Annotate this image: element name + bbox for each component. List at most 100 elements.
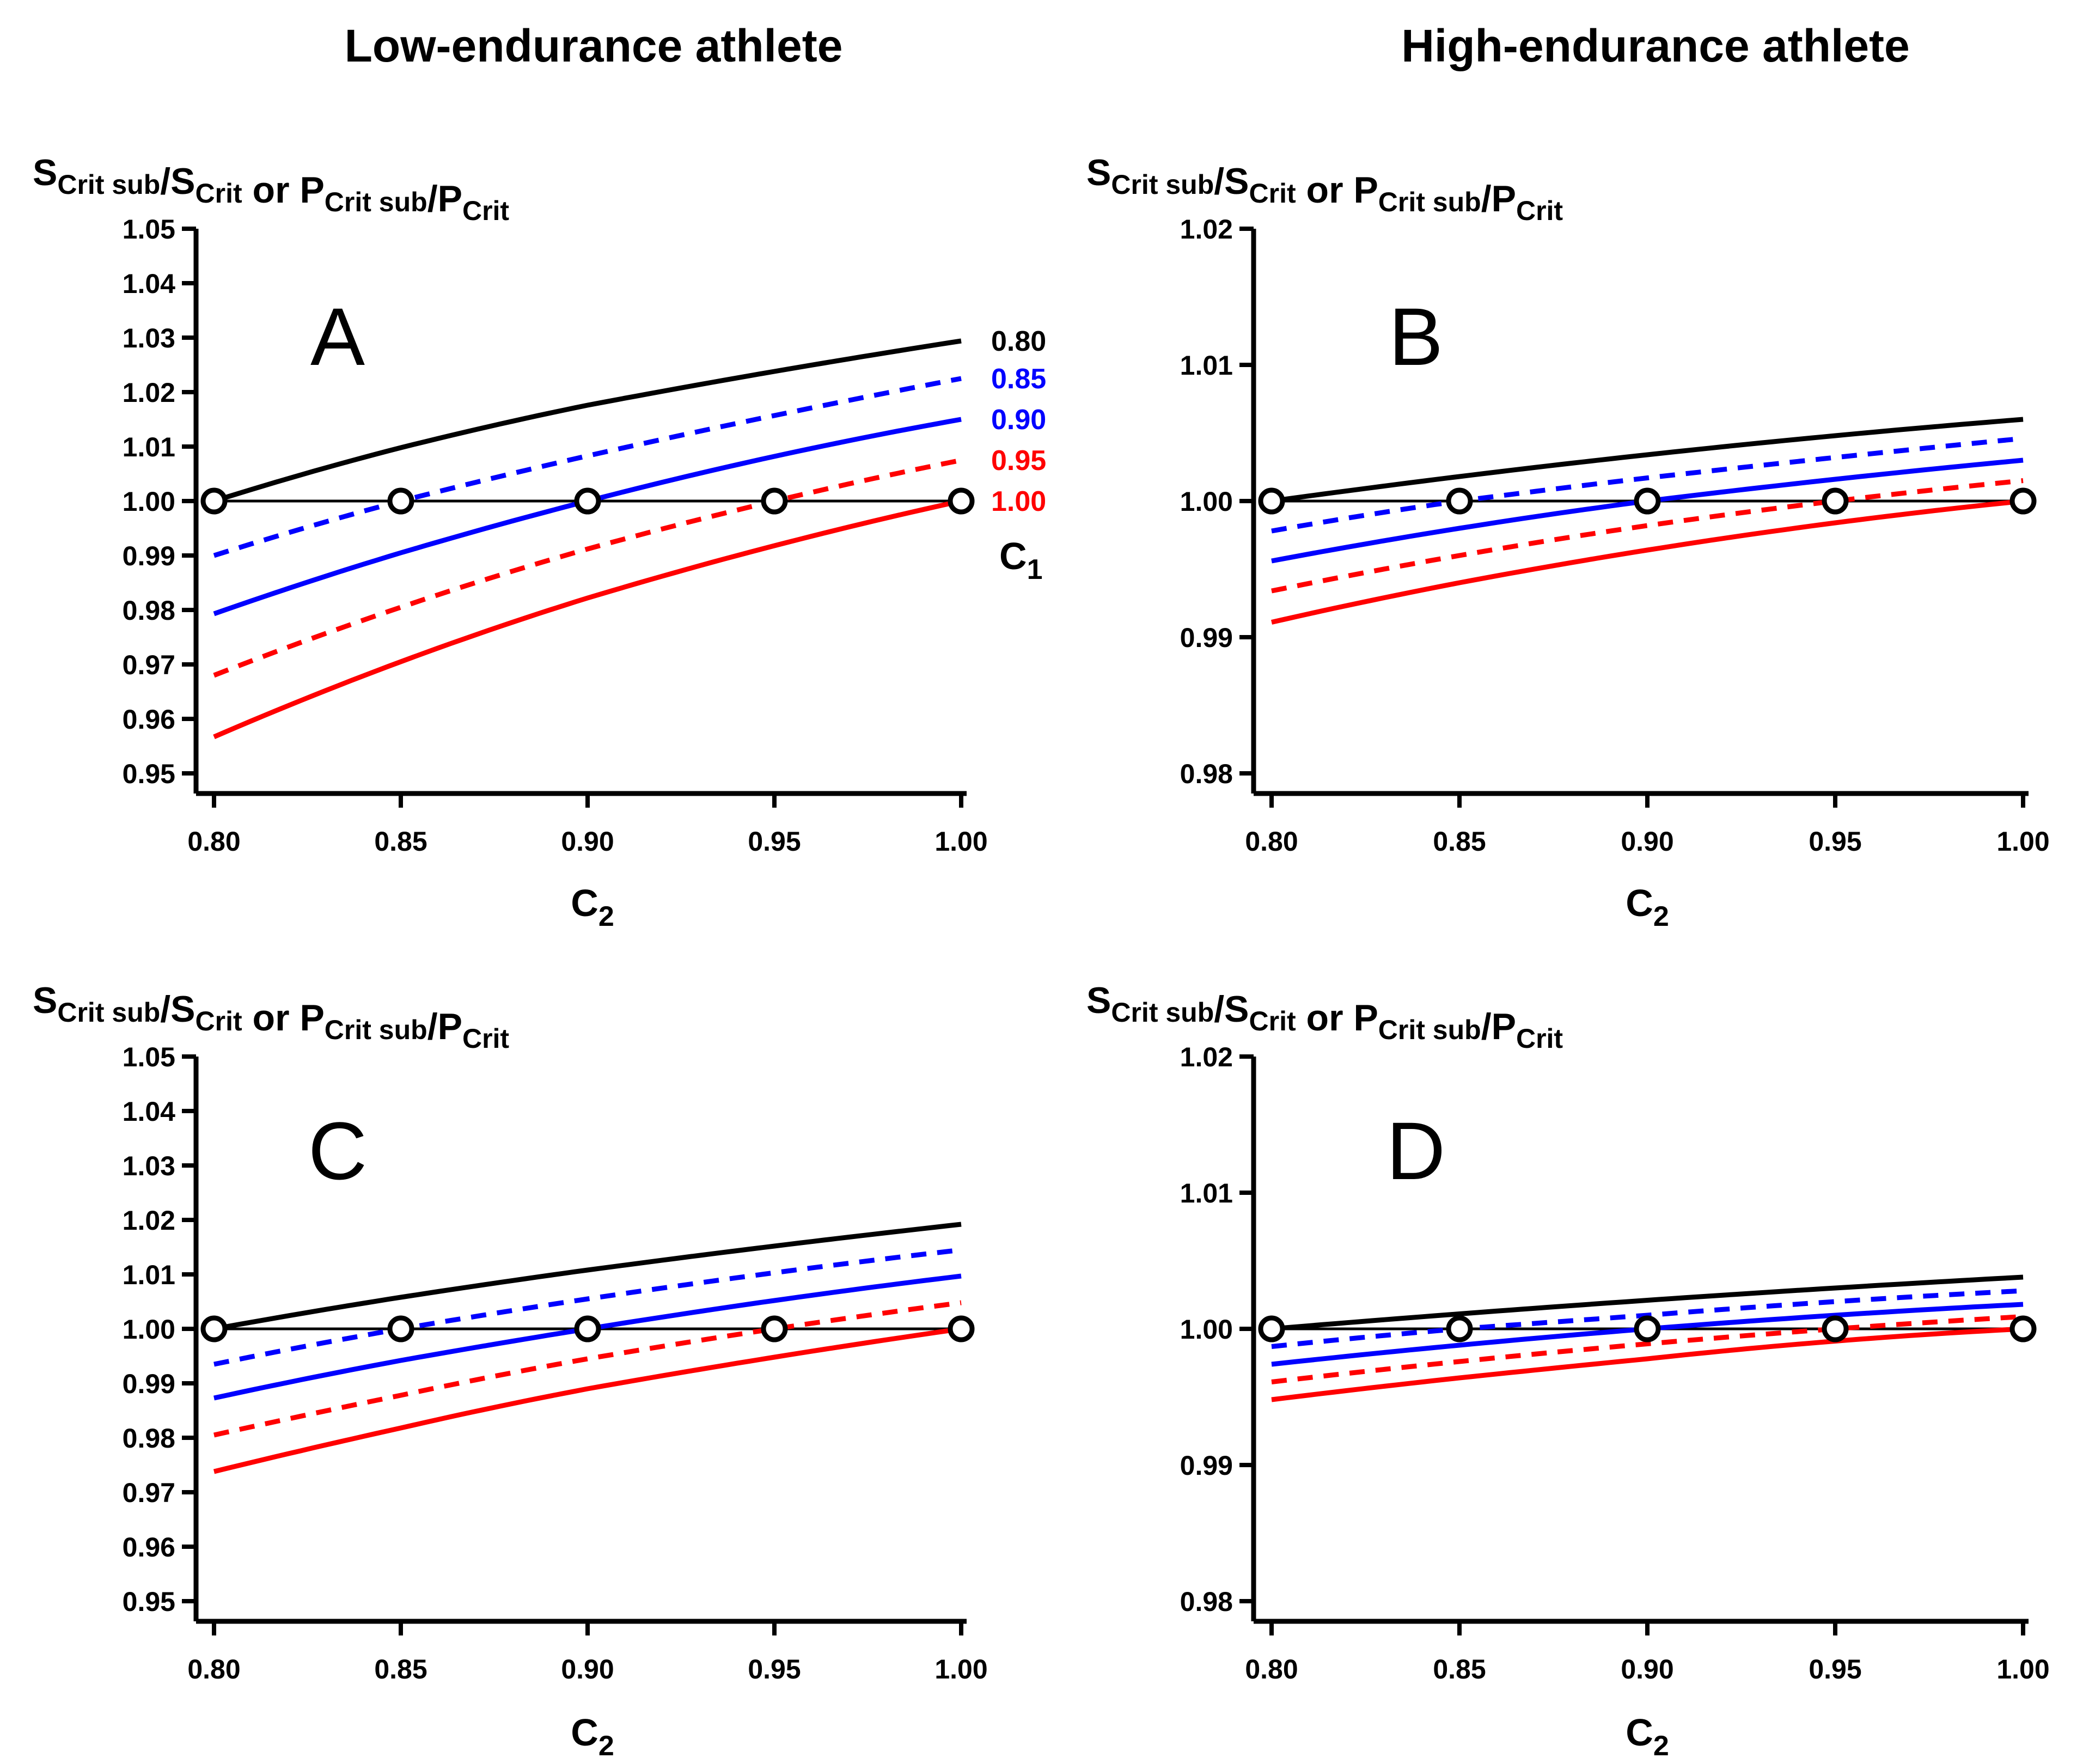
y-axis-label-part: Crit (1249, 1006, 1296, 1036)
y-tick-label: 1.02 (123, 377, 175, 408)
y-axis-label-part: Crit sub (57, 997, 160, 1028)
y-tick-label: 1.05 (123, 1042, 175, 1072)
y-axis-label-part: Crit (462, 196, 509, 226)
y-axis-label-part: Crit sub (1111, 997, 1214, 1028)
x-axis-label: C2 (1626, 882, 1669, 932)
panel-C: SCrit sub/SCrit or PCrit sub/PCrit0.950.… (33, 980, 988, 1762)
x-tick-label: 0.85 (1433, 826, 1486, 857)
x-tick-label: 1.00 (1996, 1654, 2049, 1684)
x-tick-label: 1.00 (1996, 826, 2049, 857)
marker-circle (1634, 1315, 1661, 1342)
x-axis-label: C2 (571, 1711, 614, 1762)
c1-legend-entry: 0.80 (991, 326, 1046, 357)
y-axis-label: SCrit sub/SCrit or PCrit sub/PCrit (33, 980, 509, 1054)
y-tick-label: 0.97 (123, 1478, 175, 1508)
y-tick-label: 1.00 (123, 1314, 175, 1345)
y-tick-label: 1.03 (123, 1151, 175, 1181)
y-tick-label: 1.02 (123, 1205, 175, 1236)
x-tick-label: 1.00 (934, 826, 987, 857)
y-axis-label-part: Crit sub (1378, 187, 1481, 217)
x-tick-label: 0.80 (187, 1654, 240, 1684)
x-tick-label: 0.95 (748, 826, 801, 857)
y-axis-label-part: Crit (196, 178, 242, 209)
y-tick-label: 1.01 (1180, 350, 1233, 381)
y-axis-label-part: Crit (1249, 178, 1296, 209)
y-axis-label-part: / (1481, 178, 1492, 219)
x-tick-label: 0.85 (1433, 1654, 1486, 1684)
y-axis-label-part: / (427, 178, 438, 219)
y-axis-label-part: P (1492, 178, 1516, 219)
y-axis-label-part: Crit (1516, 1023, 1563, 1054)
marker-circle (574, 1315, 601, 1342)
marker-circle (1446, 487, 1473, 515)
series-line-c1-10.85 (213, 1247, 962, 1367)
column-title-left: Low-endurance athlete (345, 20, 843, 71)
marker-circle (1258, 487, 1285, 515)
panels: SCrit sub/SCrit or PCrit sub/PCrit0.950.… (33, 152, 2050, 1762)
marker-circle (387, 487, 414, 515)
y-tick-label: 0.96 (123, 704, 175, 735)
y-axis-label: SCrit sub/SCrit or PCrit sub/PCrit (33, 152, 509, 226)
series-line-c1-10.95 (1271, 1314, 2024, 1384)
marker-circle (761, 487, 788, 515)
y-axis-label-part: / (1214, 988, 1224, 1030)
y-axis-label-part: S (1086, 980, 1111, 1021)
y-axis-label-part: / (1214, 161, 1224, 202)
y-tick-label: 0.98 (123, 1423, 175, 1454)
series-line-c1-10.90 (213, 417, 962, 617)
y-axis-label-part: P (300, 997, 324, 1039)
y-tick-label: 1.00 (1180, 486, 1233, 517)
series-line-c1-10.80 (213, 338, 962, 504)
y-axis-label-part: / (1481, 1006, 1492, 1047)
c1-legend-entry: 0.85 (991, 363, 1046, 395)
series-line-c1-10.80 (1271, 417, 2024, 504)
y-tick-label: 0.98 (1180, 759, 1233, 789)
series-line-c1-11.00 (1271, 1326, 2024, 1402)
marker-circle (1634, 487, 1661, 515)
panel-letter-D: D (1386, 1105, 1445, 1197)
marker-circle (387, 1315, 414, 1342)
x-tick-label: 0.90 (1621, 1654, 1673, 1684)
marker-circle (1258, 1315, 1285, 1342)
x-tick-label: 0.85 (374, 1654, 427, 1684)
y-tick-label: 0.96 (123, 1532, 175, 1562)
y-tick-label: 0.98 (123, 595, 175, 626)
y-tick-label: 0.95 (123, 1586, 175, 1617)
panel-A: SCrit sub/SCrit or PCrit sub/PCrit 0.95 0.… (33, 152, 1046, 932)
y-axis-label-part: Crit sub (1111, 169, 1214, 200)
series-line-c1-11.00 (213, 1326, 962, 1474)
series-line-c1-10.95 (1271, 478, 2024, 594)
marker-circle (2009, 487, 2037, 515)
y-tick-label: 1.05 (123, 214, 175, 245)
y-axis-label-part: or (242, 169, 300, 211)
y-axis-label-part: S (1224, 161, 1249, 202)
y-tick-label: 0.99 (1180, 1450, 1233, 1481)
y-tick-label: 1.01 (123, 1260, 175, 1290)
y-axis-label-part: / (427, 1006, 438, 1047)
x-axis-label: C2 (1626, 1711, 1669, 1762)
series-line-c1-10.80 (1271, 1274, 2024, 1332)
panel-letter-B: B (1389, 291, 1443, 382)
marker-circle (1446, 1315, 1473, 1342)
x-tick-label: 0.80 (1245, 1654, 1298, 1684)
x-tick-label: 0.80 (1245, 826, 1298, 857)
panel-B: SCrit sub/SCrit or PCrit sub/PCrit0.980.… (1086, 152, 2050, 932)
y-tick-label: 1.01 (123, 432, 175, 462)
y-axis-label-part: Crit sub (325, 1015, 427, 1045)
y-axis-label: SCrit sub/SCrit or PCrit sub/PCrit (1086, 980, 1563, 1054)
y-axis-label-part: P (438, 178, 462, 219)
y-axis-label-part: P (1492, 1006, 1516, 1047)
y-axis-label-part: Crit (1516, 196, 1563, 226)
y-axis-label-part: or (1296, 997, 1354, 1039)
y-tick-label: 0.99 (123, 541, 175, 571)
series-line-c1-11.00 (213, 498, 962, 740)
y-axis-label-part: S (33, 980, 57, 1021)
y-axis-label-part: Crit sub (1378, 1015, 1481, 1045)
panel-letter-C: C (308, 1105, 367, 1197)
y-axis-label: SCrit sub/SCrit or PCrit sub/PCrit (1086, 152, 1563, 226)
marker-circle (948, 1315, 975, 1342)
marker-circle (2009, 1315, 2037, 1342)
y-axis-label-part: P (1353, 169, 1378, 211)
y-tick-label: 0.99 (1180, 622, 1233, 653)
y-tick-label: 0.95 (123, 759, 175, 789)
